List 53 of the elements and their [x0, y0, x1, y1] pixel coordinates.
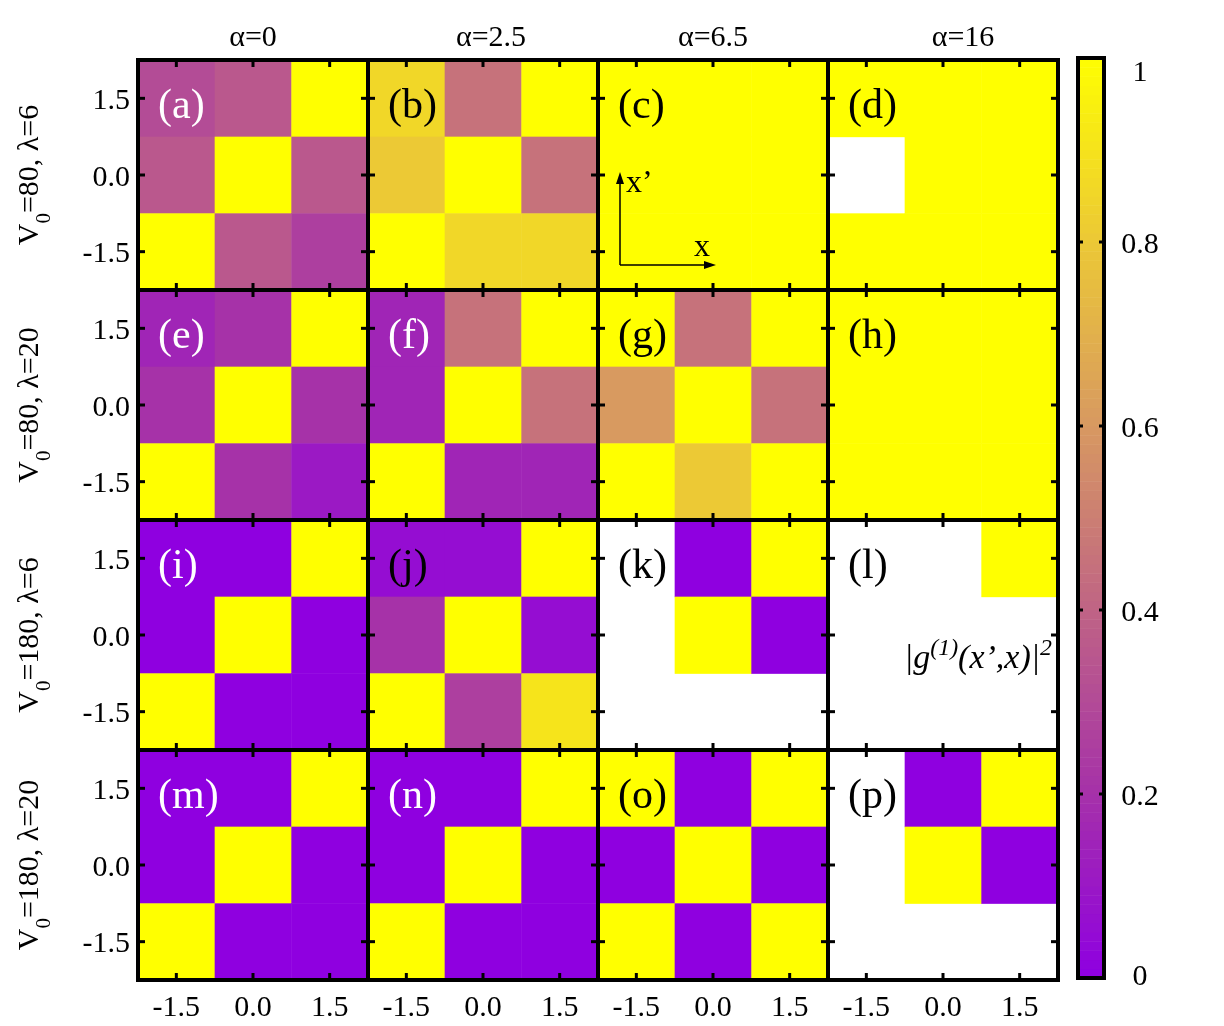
y-tick-label: 1.5: [92, 311, 130, 345]
annotation: (a): [158, 81, 205, 128]
text: α=16: [931, 19, 995, 52]
color-bar-label: 0.8: [1121, 225, 1159, 259]
annotation: x: [694, 227, 710, 263]
y-tick-label: 0.0: [92, 158, 130, 192]
color-bar-label: 0.4: [1121, 593, 1159, 627]
x-tick-label: 1.5: [310, 989, 349, 1022]
annotation: (o): [618, 771, 667, 818]
y-tick-label: -1.5: [82, 235, 130, 269]
color-bar-label: 1: [1132, 53, 1148, 87]
annotation: (k): [618, 541, 667, 588]
annotation: (n): [388, 771, 437, 818]
y-tick-label: 0.0: [92, 388, 130, 422]
x-tick-label: 0.0: [694, 989, 732, 1022]
y-tick-label: 1.5: [92, 81, 130, 115]
text: α=0: [229, 19, 277, 52]
annotation: (p): [848, 771, 897, 818]
y-tick-label: 0.0: [92, 618, 130, 652]
text: α=6.5: [677, 19, 749, 52]
y-tick-label: 1.5: [92, 771, 130, 805]
y-tick-label: -1.5: [82, 695, 130, 729]
annotation: |g$^{(1)}$(x’,x)|$^{2}$: [903, 634, 1053, 676]
color-bar-label: 0.2: [1121, 777, 1159, 811]
y-tick-label: 0.0: [92, 848, 130, 882]
color-bar-label: 0: [1132, 957, 1148, 991]
annotation: (c): [618, 81, 665, 128]
x-tick-label: -1.5: [382, 989, 431, 1022]
annotation: (d): [848, 81, 897, 128]
annotation: (j): [388, 541, 428, 588]
x-tick-label: 0.0: [924, 989, 962, 1022]
x-tick-label: -1.5: [842, 989, 891, 1022]
x-tick-label: -1.5: [612, 989, 661, 1022]
text: α=2.5: [455, 19, 527, 52]
x-tick-label: -1.5: [152, 989, 201, 1022]
color-bar-label: 0.6: [1121, 409, 1159, 443]
annotation: (l): [848, 541, 888, 588]
annotation: (f): [388, 311, 430, 358]
annotation: (h): [848, 311, 897, 358]
y-tick-label: -1.5: [82, 925, 130, 959]
y-tick-label: -1.5: [82, 465, 130, 499]
y-tick-label: 1.5: [92, 541, 130, 575]
x-tick-label: 1.5: [540, 989, 579, 1022]
annotation: (m): [158, 771, 219, 818]
annotation: x’: [626, 163, 653, 199]
x-tick-label: 0.0: [234, 989, 272, 1022]
annotation: (b): [388, 81, 437, 128]
x-tick-label: 1.5: [1000, 989, 1039, 1022]
x-tick-label: 1.5: [770, 989, 809, 1022]
x-tick-label: 0.0: [464, 989, 502, 1022]
annotation: (e): [158, 311, 205, 358]
annotation: (i): [158, 541, 198, 588]
annotation: (g): [618, 311, 667, 358]
